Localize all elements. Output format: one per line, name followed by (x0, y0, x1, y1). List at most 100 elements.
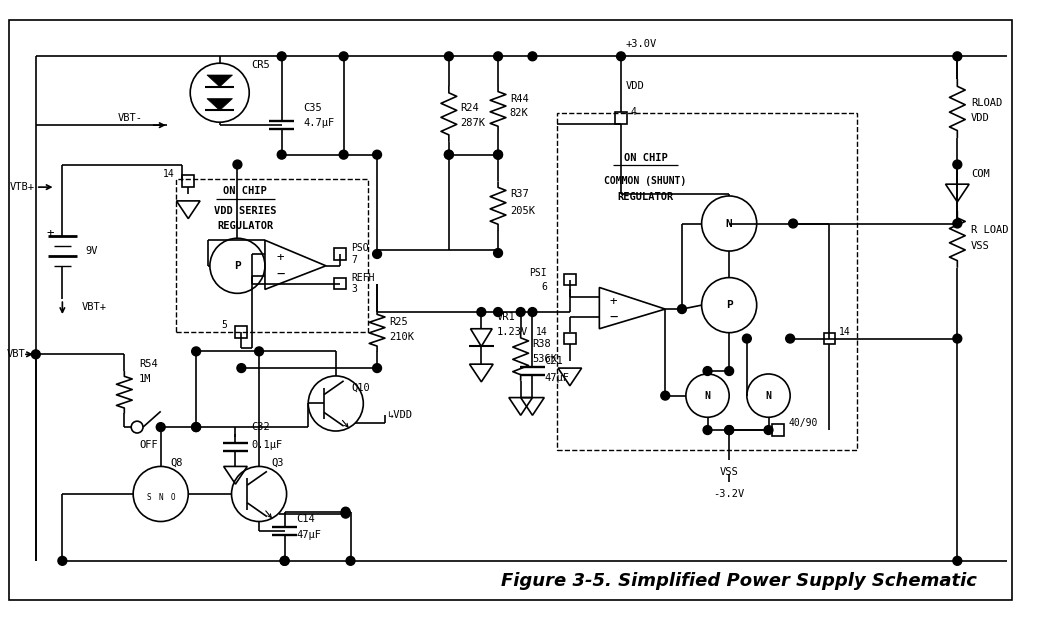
Circle shape (280, 556, 289, 566)
Text: +: + (47, 227, 54, 240)
Circle shape (192, 423, 200, 431)
Circle shape (339, 52, 348, 61)
Circle shape (725, 426, 733, 435)
Text: VSS: VSS (720, 467, 738, 477)
Circle shape (494, 150, 503, 159)
Text: VBT-: VBT- (117, 113, 142, 124)
Bar (823, 333, 836, 344)
Text: N: N (159, 493, 163, 502)
Text: REGULATOR: REGULATOR (217, 221, 274, 231)
Circle shape (661, 391, 670, 400)
Text: 6: 6 (541, 282, 548, 292)
Text: 536K: 536K (532, 354, 558, 364)
Text: VDD: VDD (626, 81, 645, 91)
Bar (564, 333, 576, 344)
Circle shape (157, 423, 165, 431)
Text: S: S (146, 493, 151, 502)
Text: N: N (765, 391, 772, 401)
Bar (176, 179, 368, 332)
Text: 7: 7 (352, 255, 358, 265)
Text: VBT+: VBT+ (82, 302, 107, 312)
Text: R LOAD: R LOAD (971, 225, 1009, 235)
Text: Figure 3-5. Simplified Power Supply Schematic: Figure 3-5. Simplified Power Supply Sche… (501, 572, 977, 589)
Text: 4: 4 (630, 107, 637, 117)
Polygon shape (207, 98, 232, 110)
Text: 0.1μF: 0.1μF (251, 440, 282, 450)
Text: +: + (610, 295, 617, 308)
Bar (235, 326, 247, 337)
Text: -3.2V: -3.2V (713, 489, 745, 499)
Text: VDD: VDD (971, 113, 990, 124)
Text: R24: R24 (460, 103, 479, 113)
Circle shape (789, 219, 797, 228)
Circle shape (277, 150, 286, 159)
Bar (334, 278, 345, 290)
Circle shape (445, 52, 453, 61)
Text: C14: C14 (297, 514, 315, 524)
Text: ↳VDD: ↳VDD (387, 410, 412, 420)
Text: 4.7μF: 4.7μF (303, 119, 335, 128)
Text: O: O (170, 493, 175, 502)
Text: 14: 14 (163, 169, 174, 179)
Text: 1.23V: 1.23V (497, 327, 528, 337)
Circle shape (494, 150, 503, 159)
Circle shape (445, 150, 453, 159)
Circle shape (953, 160, 961, 169)
Text: +3.0V: +3.0V (626, 38, 657, 48)
Text: 40/90: 40/90 (788, 418, 817, 428)
Text: N: N (726, 219, 732, 228)
Bar (773, 424, 784, 436)
Text: 210K: 210K (389, 332, 414, 342)
Text: PSI: PSI (530, 268, 548, 278)
Circle shape (725, 367, 733, 376)
Circle shape (494, 52, 503, 61)
Bar (183, 176, 194, 187)
Text: N: N (704, 391, 710, 401)
Text: C35: C35 (303, 103, 323, 113)
Text: RLOAD: RLOAD (971, 98, 1003, 108)
Text: 47μF: 47μF (297, 530, 321, 540)
Text: 5: 5 (222, 320, 227, 330)
Circle shape (725, 426, 733, 435)
Text: 1M: 1M (139, 374, 151, 384)
Polygon shape (207, 75, 232, 87)
Text: COMMON (SHUNT): COMMON (SHUNT) (605, 176, 686, 186)
Text: ON CHIP: ON CHIP (223, 186, 268, 196)
Circle shape (255, 347, 263, 356)
Circle shape (953, 556, 961, 566)
Text: 82K: 82K (510, 108, 529, 119)
Circle shape (339, 150, 348, 159)
Text: VDD SERIES: VDD SERIES (214, 206, 277, 216)
Text: 205K: 205K (510, 206, 535, 216)
Text: R44: R44 (510, 93, 529, 103)
Circle shape (703, 367, 712, 376)
Circle shape (277, 52, 286, 61)
Text: CR5: CR5 (252, 60, 271, 70)
Text: R38: R38 (532, 339, 552, 349)
Text: P: P (234, 261, 241, 271)
Text: PSO: PSO (352, 243, 369, 253)
Circle shape (516, 308, 525, 317)
Text: 9V: 9V (85, 246, 97, 256)
Circle shape (233, 160, 242, 169)
Circle shape (953, 334, 961, 343)
Text: 287K: 287K (460, 119, 485, 128)
Text: Q8: Q8 (170, 458, 184, 468)
Circle shape (341, 509, 351, 518)
Text: OFF: OFF (140, 440, 159, 450)
Text: Q10: Q10 (352, 382, 370, 393)
Circle shape (494, 308, 503, 317)
Text: P: P (726, 300, 732, 310)
Text: VR1: VR1 (497, 312, 515, 322)
Circle shape (346, 556, 355, 566)
Circle shape (786, 334, 794, 343)
Circle shape (280, 556, 289, 566)
Circle shape (764, 426, 773, 435)
Text: +: + (277, 251, 284, 265)
Text: ON CHIP: ON CHIP (623, 152, 668, 162)
Text: 14: 14 (839, 327, 851, 337)
Text: −: − (609, 310, 617, 324)
Circle shape (528, 308, 537, 317)
Text: −: − (277, 266, 285, 281)
Bar (557, 113, 857, 450)
